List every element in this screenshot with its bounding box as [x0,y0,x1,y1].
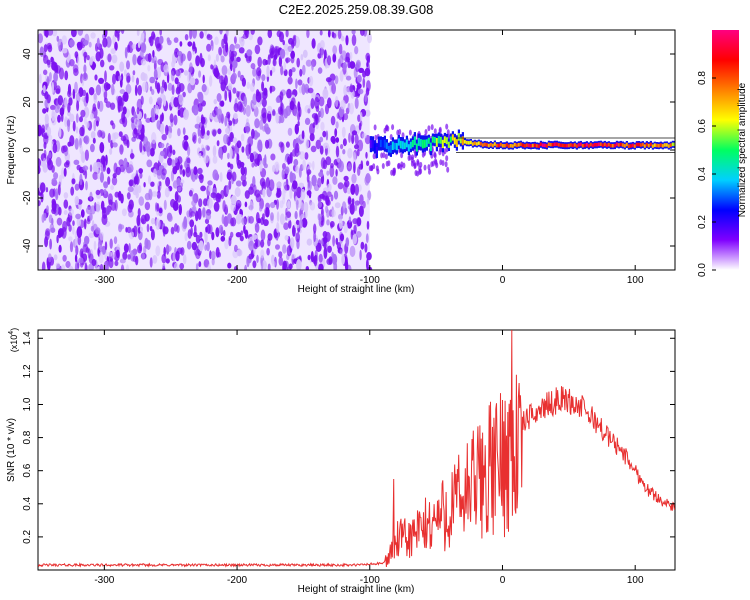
colorbar-ticks: 0.0 0.2 0.4 0.6 0.8 [697,71,716,277]
snr-frame [37,329,676,571]
x-tick-label: -200 [227,575,247,586]
x-tick-label: 0 [500,275,506,286]
y-tick-label: 0.4 [22,496,33,510]
snr-y-ticks: 0.2 0.4 0.6 0.8 1.0 1.2 1.4 [22,331,675,544]
y-tick-label: 1.0 [22,397,33,411]
snr-scale-exponent: 4 [8,331,15,335]
spectrogram-y-ticks: -40 -20 0 20 40 [22,48,675,253]
y-tick-label: 40 [22,48,33,60]
x-tick-label: -200 [227,275,247,286]
colorbar-tick-label: 0.0 [697,263,708,277]
colorbar-label: Normalized spectral amplitude [737,82,748,217]
x-tick-label: -300 [94,275,114,286]
spectrogram-noise [38,30,373,270]
snr-x-label: Height of straight line (km) [298,584,415,595]
spectrogram-x-ticks: -300 -200 -100 0 100 [94,30,644,286]
colorbar-scale [712,30,739,270]
x-tick-label: 100 [627,575,644,586]
y-tick-label: -20 [22,190,33,205]
colorbar: 0.0 0.2 0.4 0.6 0.8 Normalized spectral ampl… [697,30,748,277]
x-tick-label: -100 [360,275,380,286]
snr-x-ticks: -300 -200 -100 0 100 [94,330,644,586]
snr-scale-close: ) [9,328,19,331]
y-tick-label: -40 [22,238,33,253]
spectrogram-x-label: Height of straight line (km) [298,284,415,295]
y-tick-label: 0.6 [22,463,33,477]
snr-y-label: SNR (10 * v/v) [6,418,17,482]
y-tick-label: 0.2 [22,530,33,544]
y-tick-label: 20 [22,96,33,108]
y-tick-label: 1.2 [22,364,33,378]
x-tick-label: -100 [360,575,380,586]
x-tick-label: 0 [500,575,506,586]
y-tick-label: 0 [22,147,33,153]
y-tick-label: 1.4 [22,331,33,345]
colorbar-tick-label: 0.4 [697,167,708,181]
snr-scale-label: (x104) [8,328,19,352]
y-tick-label: 0.8 [22,430,33,444]
x-tick-label: 100 [627,275,644,286]
colorbar-tick-label: 0.2 [697,215,708,229]
figure-title: C2E2.2025.259.08.39.G08 [279,2,434,17]
colorbar-tick-label: 0.6 [697,119,708,133]
x-tick-label: -300 [94,575,114,586]
spectrogram-signal [368,123,675,177]
snr-series-line [38,330,675,568]
spectrogram-y-label: Frequency (Hz) [6,116,17,185]
colorbar-tick-label: 0.8 [697,71,708,85]
snr-panel: -300 -200 -100 0 100 0.2 0.4 0.6 0.8 1.0 1.2 1.4 H… [6,328,676,595]
snr-scale-prefix: (x10 [9,335,19,353]
